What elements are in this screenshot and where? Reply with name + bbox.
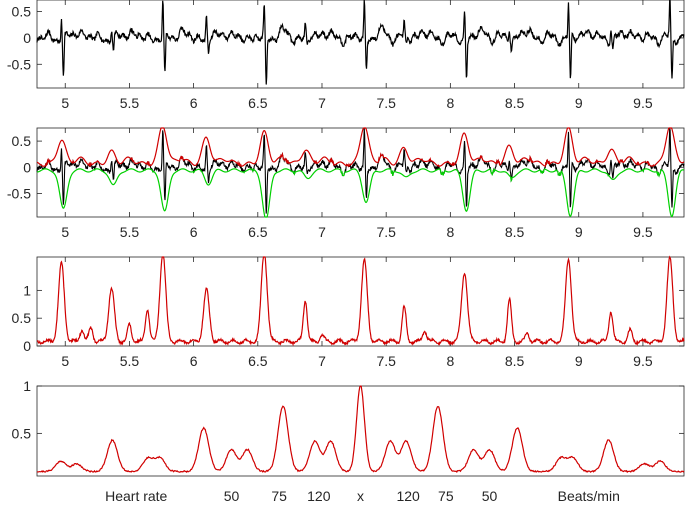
x-tick-label: 6.5	[248, 353, 268, 369]
axes-panel-4: 1 0.5 Heart rate 50 75 120 x 120 75 50 Beats/min	[12, 378, 685, 504]
x-tick-label: 7	[318, 224, 326, 240]
x-tick-label: 9	[575, 95, 583, 111]
y-tick-label: 0.5	[12, 4, 32, 20]
x-tick-label: 7	[318, 95, 326, 111]
x-tick-label: 8	[446, 353, 454, 369]
y-tick-label: 0	[23, 338, 31, 354]
x-tick-label: 8.5	[505, 95, 525, 111]
x-label: x	[357, 488, 364, 504]
x-tick-label: 6	[190, 224, 198, 240]
x-tick-label: 6	[190, 95, 198, 111]
x-label: 75	[271, 488, 287, 504]
y-tick-label: 0.5	[12, 133, 32, 149]
x-tick-label: 9	[575, 224, 583, 240]
spectrum-line	[36, 385, 685, 474]
raw-signal-line	[36, 0, 685, 85]
y-tick-label: 1	[23, 282, 31, 298]
axes-box	[36, 385, 685, 477]
axes-panel-3: 1 0.5 0 5 5.5 6 6.5 7 7.5 8 8.5 9 9.5	[12, 255, 685, 369]
y-tick-label: 0	[23, 30, 31, 46]
x-tick-label: 6	[190, 353, 198, 369]
x-tick-label: 5	[61, 95, 69, 111]
energy-line	[36, 255, 685, 347]
x-label: 120	[307, 488, 331, 504]
axes-panel-1: 0.5 0 -0.5 5 5.5 6 6.5 7 7.5 8 8.5 9 9.5	[7, 0, 685, 111]
x-label: 75	[438, 488, 454, 504]
y-tick-label: -0.5	[7, 185, 31, 201]
x-tick-label: 7.5	[376, 224, 396, 240]
x-tick-label: 7.5	[376, 95, 396, 111]
x-tick-label: 9.5	[633, 224, 653, 240]
lower-envelope-line	[36, 167, 685, 218]
signal-line	[36, 127, 685, 214]
x-tick-label: 9	[575, 353, 583, 369]
x-label: 120	[396, 488, 420, 504]
y-tick-label: -0.5	[7, 56, 31, 72]
x-label: 50	[224, 488, 240, 504]
x-tick-label: 5.5	[120, 224, 140, 240]
x-tick-label: 9.5	[633, 95, 653, 111]
x-tick-label: 8.5	[505, 224, 525, 240]
axes-box	[36, 127, 685, 218]
x-tick-label: 7	[318, 353, 326, 369]
x-label: Heart rate	[105, 488, 167, 504]
x-label: Beats/min	[558, 488, 620, 504]
x-tick-label: 5.5	[120, 353, 140, 369]
y-tick-label: 0.5	[12, 310, 32, 326]
x-tick-label: 5	[61, 224, 69, 240]
axes-box	[36, 0, 685, 89]
x-tick-label: 8	[446, 95, 454, 111]
x-tick-label: 6.5	[248, 95, 268, 111]
x-tick-label: 7.5	[376, 353, 396, 369]
y-tick-label: 1	[23, 378, 31, 394]
y-tick-label: 0	[23, 159, 31, 175]
x-label: 50	[482, 488, 498, 504]
upper-envelope-line	[36, 127, 685, 168]
x-tick-label: 8	[446, 224, 454, 240]
axes-box	[36, 256, 685, 347]
x-tick-label: 9.5	[633, 353, 653, 369]
x-tick-label: 5	[61, 353, 69, 369]
y-tick-label: 0.5	[12, 425, 32, 441]
x-tick-label: 6.5	[248, 224, 268, 240]
x-tick-label: 8.5	[505, 353, 525, 369]
axes-panel-2: 0.5 0 -0.5 5 5.5 6 6.5 7 7.5 8 8.5 9 9.5	[7, 127, 685, 240]
x-tick-label: 5.5	[120, 95, 140, 111]
